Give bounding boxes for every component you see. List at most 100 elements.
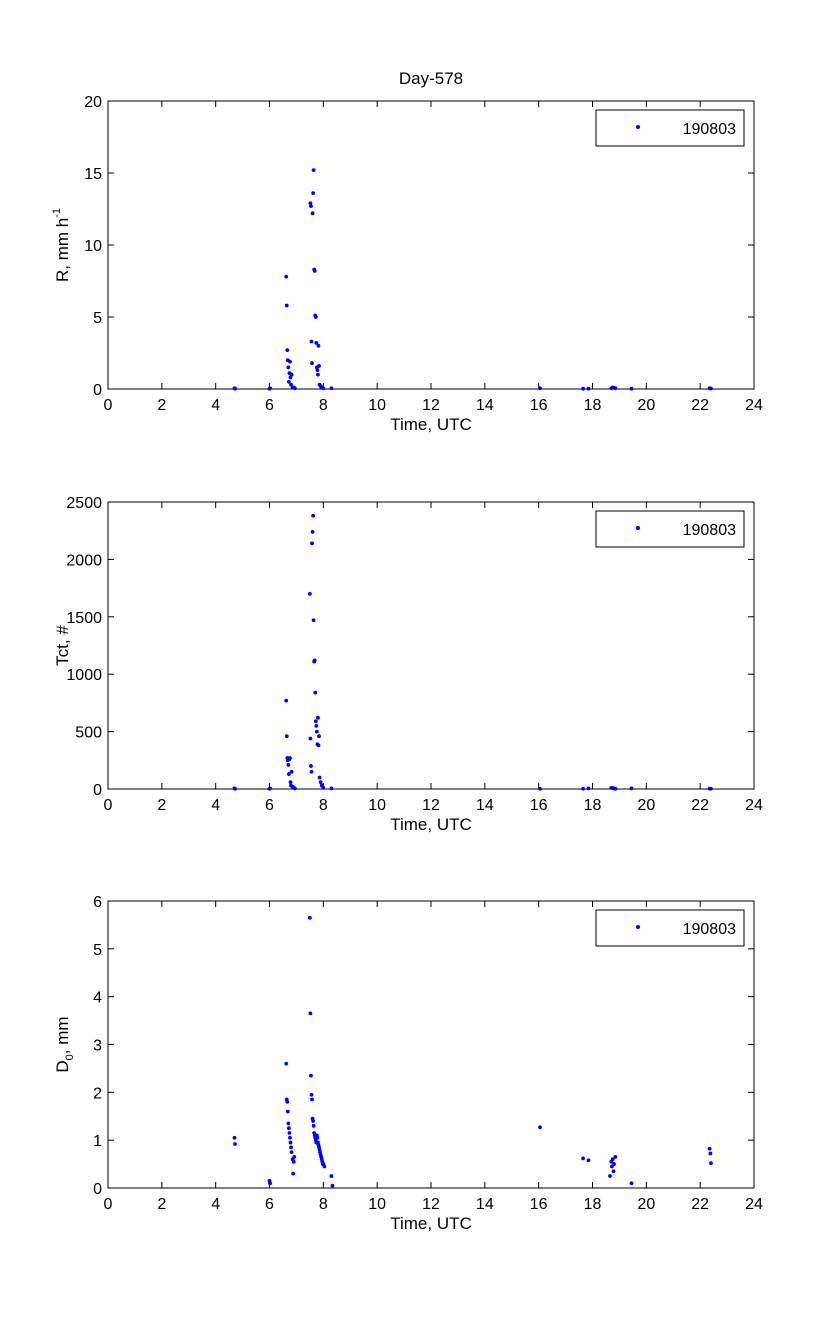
x-tick-label: 0 [104,1196,113,1213]
data-point [318,780,323,785]
data-point [610,1157,615,1162]
data-point [310,361,314,365]
x-tick-label: 2 [157,797,166,814]
x-axis-label: Time, UTC [390,1214,472,1233]
x-tick-label: 0 [104,797,113,814]
x-tick-label: 22 [691,1196,709,1213]
x-tick-label: 14 [476,1196,494,1213]
data-point [288,756,292,760]
y-tick-label: 2000 [66,552,102,569]
y-tick-label: 3 [93,1038,102,1055]
data-point [708,1151,713,1156]
x-tick-label: 6 [265,1196,274,1213]
data-point [311,618,316,623]
data-point [310,541,314,546]
data-point [581,1156,585,1161]
legend-marker [636,526,640,530]
y-tick-label: 20 [84,94,102,111]
data-point [317,775,322,780]
data-point [284,734,289,739]
data-point [309,339,314,344]
data-point [291,1171,296,1176]
legend-entry-label: 190803 [683,121,736,138]
x-tick-label: 20 [637,1196,655,1213]
y-tick-label: 5 [93,942,102,959]
data-point [232,1135,237,1140]
data-point [288,780,293,785]
data-point [586,386,591,391]
data-point [329,786,334,791]
x-tick-label: 12 [422,797,440,814]
data-point [233,1142,237,1146]
data-point [709,1161,713,1166]
data-point [285,1109,290,1114]
legend-box [595,510,745,548]
data-point [268,1181,272,1186]
data-point [612,1162,616,1166]
x-tick-label: 8 [319,797,328,814]
x-tick-label: 16 [530,1196,548,1213]
data-point [613,386,618,391]
series-1-points [232,915,713,1188]
data-point [313,690,318,695]
data-point [288,1135,292,1140]
data-point [292,1155,297,1159]
data-point [311,513,316,518]
x-tick-label: 12 [422,397,440,414]
x-tick-label: 18 [584,1196,602,1213]
x-tick-label: 14 [476,797,494,814]
data-point [292,786,297,791]
x-tick-label: 6 [265,397,274,414]
data-point [286,365,291,370]
data-point [322,1164,327,1169]
y-tick-label: 2 [93,1085,102,1102]
data-point [311,1123,316,1128]
data-point [538,786,542,791]
x-tick-label: 20 [637,397,655,414]
y-tick-label: 10 [84,238,102,255]
legend-box [595,109,745,147]
x-tick-label: 18 [584,397,602,414]
data-point [581,786,585,791]
data-point [314,341,319,345]
series-1-points [232,168,713,391]
data-point [291,1159,296,1164]
data-point [538,1125,542,1130]
data-point [321,785,326,790]
data-point [330,1183,335,1188]
data-point [311,1119,316,1123]
y-axis-label-text: D [53,1060,72,1072]
data-point [312,658,317,663]
data-point [288,375,293,380]
y-tick-label: 1500 [66,610,102,627]
data-point [288,359,292,364]
data-point [611,1169,616,1174]
x-tick-label: 22 [691,397,709,414]
data-point [313,315,318,319]
data-point [613,786,618,791]
y-tick-label: 0 [93,1181,102,1198]
data-point [629,1181,634,1186]
y-tick-label: 5 [93,310,102,327]
data-point [289,769,294,774]
data-point [329,1174,334,1178]
data-point [314,723,319,728]
y-tick-label: 1 [93,1133,102,1150]
data-point [286,1121,291,1126]
x-tick-label: 8 [319,397,328,414]
data-point [308,201,313,206]
data-point [316,743,321,748]
data-point [284,1061,289,1066]
x-tick-label: 4 [211,1196,220,1213]
legend: 190803 [595,109,745,147]
figure-title: Day-578 [399,69,463,88]
y-axis-label-superscript: -1 [51,208,63,218]
x-tick-label: 14 [476,397,494,414]
data-point [629,786,634,791]
x-tick-label: 20 [637,797,655,814]
legend: 190803 [595,510,745,548]
y-axis-label-text: Tct, # [53,625,72,666]
data-point [233,786,237,791]
